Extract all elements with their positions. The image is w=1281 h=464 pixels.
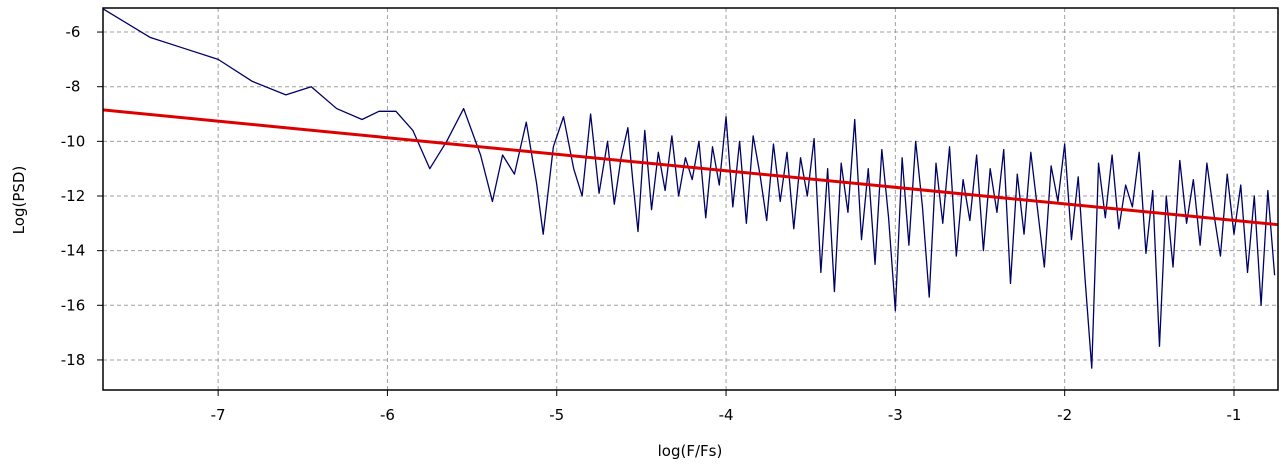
x-tick-label: -5 (549, 406, 564, 424)
plot-data (102, 8, 1279, 369)
y-tick-label: -8 (66, 78, 81, 96)
y-tick-label: -12 (61, 187, 86, 205)
x-tick-label: -6 (380, 406, 395, 424)
y-tick-label: -10 (61, 132, 86, 150)
series-line (102, 108, 1279, 227)
y-tick-label: -16 (61, 296, 86, 314)
series-line (102, 8, 1276, 369)
x-tick-label: -2 (1057, 406, 1072, 424)
x-tick-label: -1 (1226, 406, 1241, 424)
grid (103, 8, 1278, 390)
x-tick-label: -4 (719, 406, 734, 424)
x-tick-label: -3 (888, 406, 903, 424)
y-tick-label: -14 (61, 242, 86, 260)
plot-frame (102, 7, 1279, 391)
y-axis-label: Log(PSD) (10, 166, 28, 235)
x-tick-label: -7 (211, 406, 226, 424)
y-tick-label: -18 (61, 351, 86, 369)
x-axis-label: log(F/Fs) (658, 442, 723, 460)
y-tick-label: -6 (66, 23, 81, 41)
